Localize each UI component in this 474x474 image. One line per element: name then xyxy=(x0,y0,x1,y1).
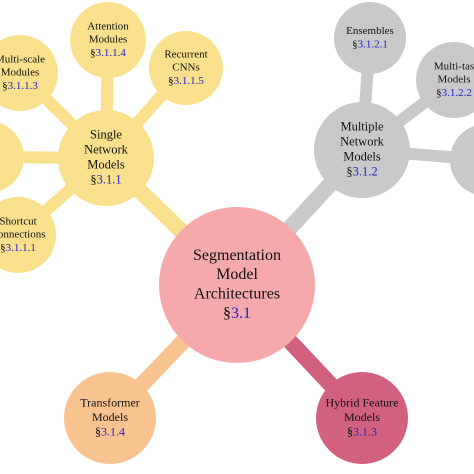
section-ref: §3.1.1.1 xyxy=(0,242,36,254)
section-ref: §3.1.1 xyxy=(90,172,121,186)
node-label: CNNs xyxy=(172,62,200,74)
node-label: Modules xyxy=(89,34,128,46)
node-circle xyxy=(70,2,146,78)
node: Multi-tas Models§3.1.2.2 xyxy=(416,42,474,118)
node-label: Model xyxy=(216,266,258,283)
node-label: Transformer xyxy=(80,395,140,409)
section-mark: § xyxy=(223,304,231,321)
section-number: 3.1.2 xyxy=(353,164,378,178)
node-label: Multi-tas xyxy=(434,60,474,72)
node-label: Connections xyxy=(0,229,46,241)
section-number: 3.1.4 xyxy=(101,424,125,438)
node: § xyxy=(450,126,474,194)
section-mark: § xyxy=(346,164,352,178)
section-mark: § xyxy=(436,87,442,99)
node: Attention Modules§3.1.1.4 xyxy=(70,2,146,78)
node-label: Single xyxy=(90,127,122,141)
section-mark: § xyxy=(0,242,6,254)
section-ref: §3.1.4 xyxy=(95,424,125,438)
node-circle xyxy=(316,372,408,464)
node-label: Architectures xyxy=(194,285,280,302)
node-label: Network xyxy=(340,134,384,148)
node-label: Multiple xyxy=(340,119,384,133)
section-number: 3.1.2.1 xyxy=(358,38,388,50)
section-number: 3.1.2.2 xyxy=(442,87,472,99)
section-mark: § xyxy=(90,47,96,59)
section-ref: §3.1.1.4 xyxy=(90,47,126,59)
node-label: Recurrent xyxy=(164,48,207,60)
section-mark: § xyxy=(168,75,174,87)
node-circle xyxy=(149,31,223,105)
section-ref: §3.1.2.1 xyxy=(352,38,388,50)
node-circle xyxy=(58,110,154,206)
node-label: Hybrid Feature xyxy=(326,395,399,409)
node-circle xyxy=(159,207,315,363)
section-number: 3.1.1.5 xyxy=(174,75,205,87)
section-ref: §3.1.1.3 xyxy=(2,80,38,92)
node: Multi-scale Modules§3.1.1.3 xyxy=(0,35,58,111)
node-circle xyxy=(416,42,474,118)
node-circle xyxy=(334,2,406,74)
node: es2 xyxy=(0,123,24,191)
node-label: Segmentation xyxy=(193,247,281,264)
section-number: 3.1 xyxy=(231,304,251,321)
node: Ensembles§3.1.2.1 xyxy=(334,2,406,74)
node-circle xyxy=(0,123,24,191)
node-label: Ensembles xyxy=(346,25,394,37)
node-label: Models xyxy=(343,149,381,163)
section-mark: § xyxy=(347,424,353,438)
node-circle xyxy=(314,102,410,198)
node-label: Models xyxy=(92,410,128,424)
node-circle xyxy=(64,372,156,464)
node-label: Shortcut xyxy=(0,215,37,227)
section-number: 3.1.1.4 xyxy=(96,47,127,59)
section-ref: §3.1.2 xyxy=(346,164,377,178)
node-circle xyxy=(0,35,58,111)
section-number: 3.1.3 xyxy=(353,424,377,438)
node-label: Modules xyxy=(1,67,40,79)
section-mark: § xyxy=(95,424,101,438)
node: Shortcut Connections§3.1.1.1 xyxy=(0,197,56,273)
section-ref: §3.1 xyxy=(223,304,251,321)
section-mark: § xyxy=(2,80,8,92)
section-ref: §3.1.1.5 xyxy=(168,75,204,87)
node-label: Models xyxy=(87,157,125,171)
section-ref: §3.1.3 xyxy=(347,424,377,438)
section-mark: § xyxy=(352,38,358,50)
node-label: Models xyxy=(438,74,471,86)
node-label: Multi-scale xyxy=(0,53,45,65)
node-label: Attention xyxy=(87,20,129,32)
node-label: Models xyxy=(344,410,380,424)
node: Recurrent CNNs§3.1.1.5 xyxy=(149,31,223,105)
node-label: Network xyxy=(84,142,128,156)
node-circle xyxy=(0,197,56,273)
section-mark: § xyxy=(90,172,96,186)
section-number: 3.1.1 xyxy=(97,172,122,186)
section-ref: §3.1.2.2 xyxy=(436,87,472,99)
section-number: 3.1.1.1 xyxy=(6,242,36,254)
node-circle xyxy=(450,126,474,194)
section-number: 3.1.1.3 xyxy=(8,80,39,92)
node: Segmentation Model Architectures §3.1 xyxy=(159,207,315,363)
